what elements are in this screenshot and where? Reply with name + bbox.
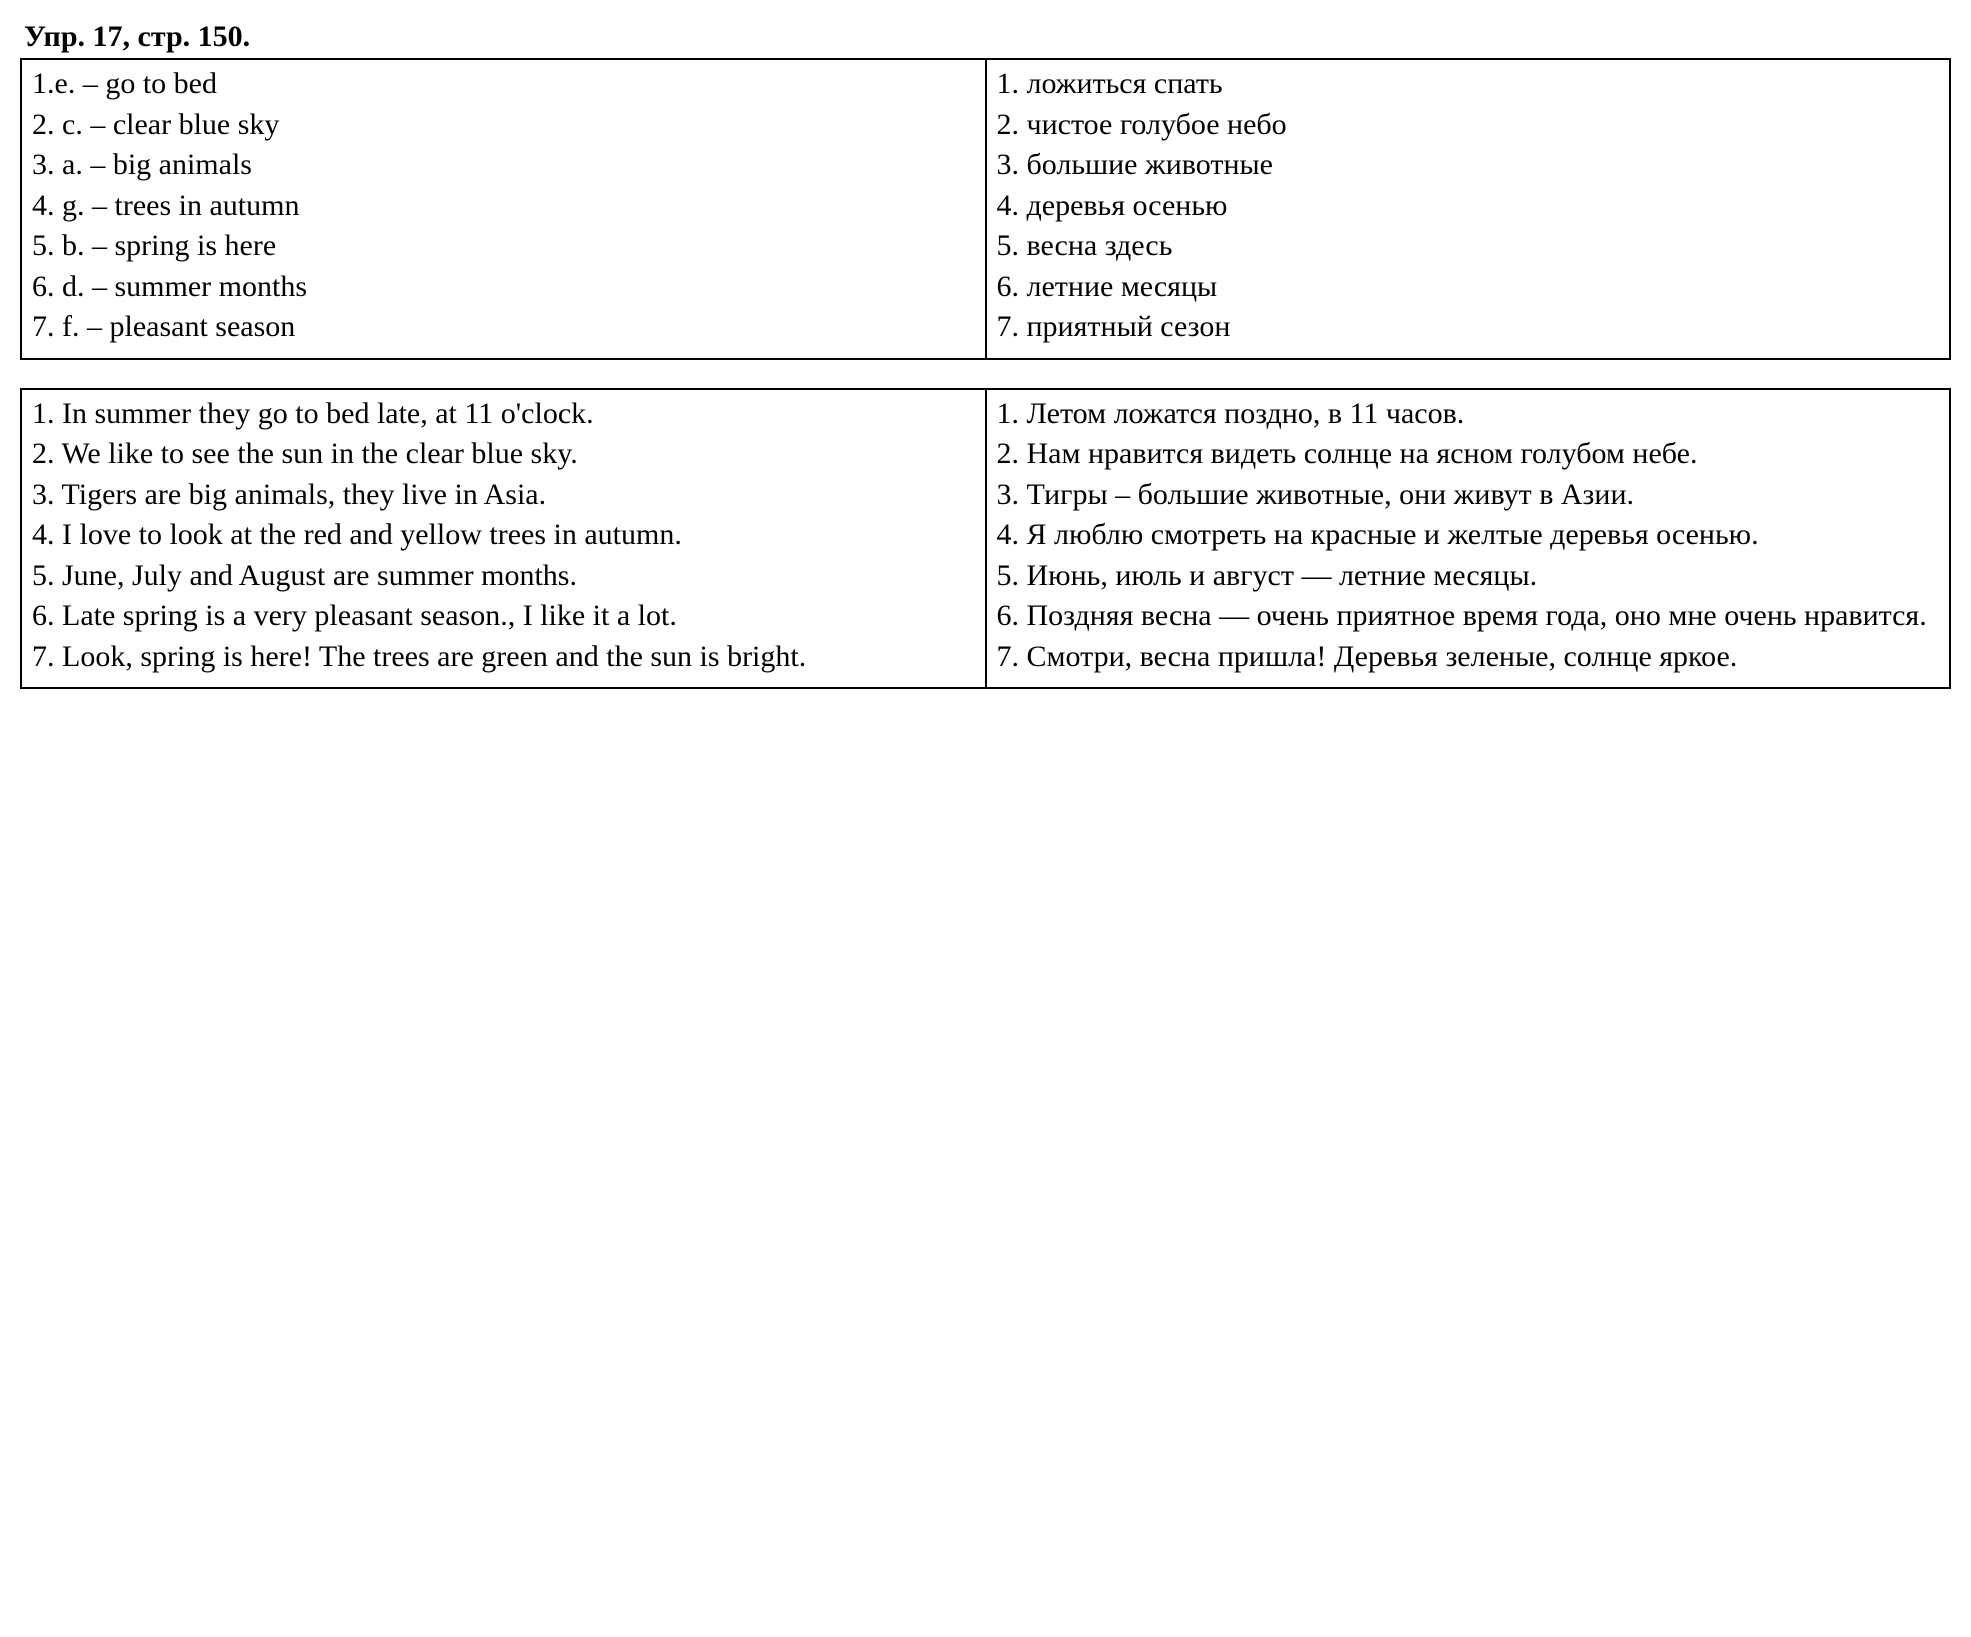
list-item: 5. Июнь, июль и август — летние месяцы.	[997, 556, 1940, 597]
list-item: 2. чистое голубое небо	[997, 105, 1940, 146]
english-column: 1.e. – go to bed 2. c. – clear blue sky …	[21, 59, 986, 359]
english-sentences-column: 1. In summer they go to bed late, at 11 …	[21, 389, 986, 689]
russian-sentences-column: 1. Летом ложатся поздно, в 11 часов. 2. …	[986, 389, 1951, 689]
list-item: 2. Нам нравится видеть солнце на ясном г…	[997, 434, 1940, 475]
exercise-title: Упр. 17, стр. 150.	[20, 20, 1951, 54]
page-container: Упр. 17, стр. 150. 1.e. – go to bed 2. c…	[20, 20, 1951, 689]
list-item: 1. In summer they go to bed late, at 11 …	[32, 394, 975, 435]
list-item: 4. g. – trees in autumn	[32, 186, 975, 227]
list-item: 2. c. – clear blue sky	[32, 105, 975, 146]
list-item: 1.e. – go to bed	[32, 64, 975, 105]
sentences-table: 1. In summer they go to bed late, at 11 …	[20, 388, 1951, 690]
list-item: 2. We like to see the sun in the clear b…	[32, 434, 975, 475]
list-item: 4. деревья осенью	[997, 186, 1940, 227]
list-item: 3. Tigers are big animals, they live in …	[32, 475, 975, 516]
table-row: 1.e. – go to bed 2. c. – clear blue sky …	[21, 59, 1950, 359]
list-item: 7. Смотри, весна пришла! Деревья зеленые…	[997, 637, 1940, 678]
list-item: 4. Я люблю смотреть на красные и желтые …	[997, 515, 1940, 556]
list-item: 7. Look, spring is here! The trees are g…	[32, 637, 975, 678]
list-item: 5. весна здесь	[997, 226, 1940, 267]
list-item: 4. I love to look at the red and yellow …	[32, 515, 975, 556]
list-item: 7. приятный сезон	[997, 307, 1940, 348]
list-item: 3. Тигры – большие животные, они живут в…	[997, 475, 1940, 516]
list-item: 3. a. – big animals	[32, 145, 975, 186]
list-item: 1. ложиться спать	[997, 64, 1940, 105]
list-item: 7. f. – pleasant season	[32, 307, 975, 348]
list-item: 1. Летом ложатся поздно, в 11 часов.	[997, 394, 1940, 435]
list-item: 3. большие животные	[997, 145, 1940, 186]
list-item: 6. Late spring is a very pleasant season…	[32, 596, 975, 637]
list-item: 6. d. – summer months	[32, 267, 975, 308]
russian-column: 1. ложиться спать 2. чистое голубое небо…	[986, 59, 1951, 359]
vocabulary-table: 1.e. – go to bed 2. c. – clear blue sky …	[20, 58, 1951, 360]
list-item: 6. летние месяцы	[997, 267, 1940, 308]
list-item: 5. b. – spring is here	[32, 226, 975, 267]
list-item: 5. June, July and August are summer mont…	[32, 556, 975, 597]
table-spacer	[20, 360, 1951, 388]
table-row: 1. In summer they go to bed late, at 11 …	[21, 389, 1950, 689]
list-item: 6. Поздняя весна — очень приятное время …	[997, 596, 1940, 637]
